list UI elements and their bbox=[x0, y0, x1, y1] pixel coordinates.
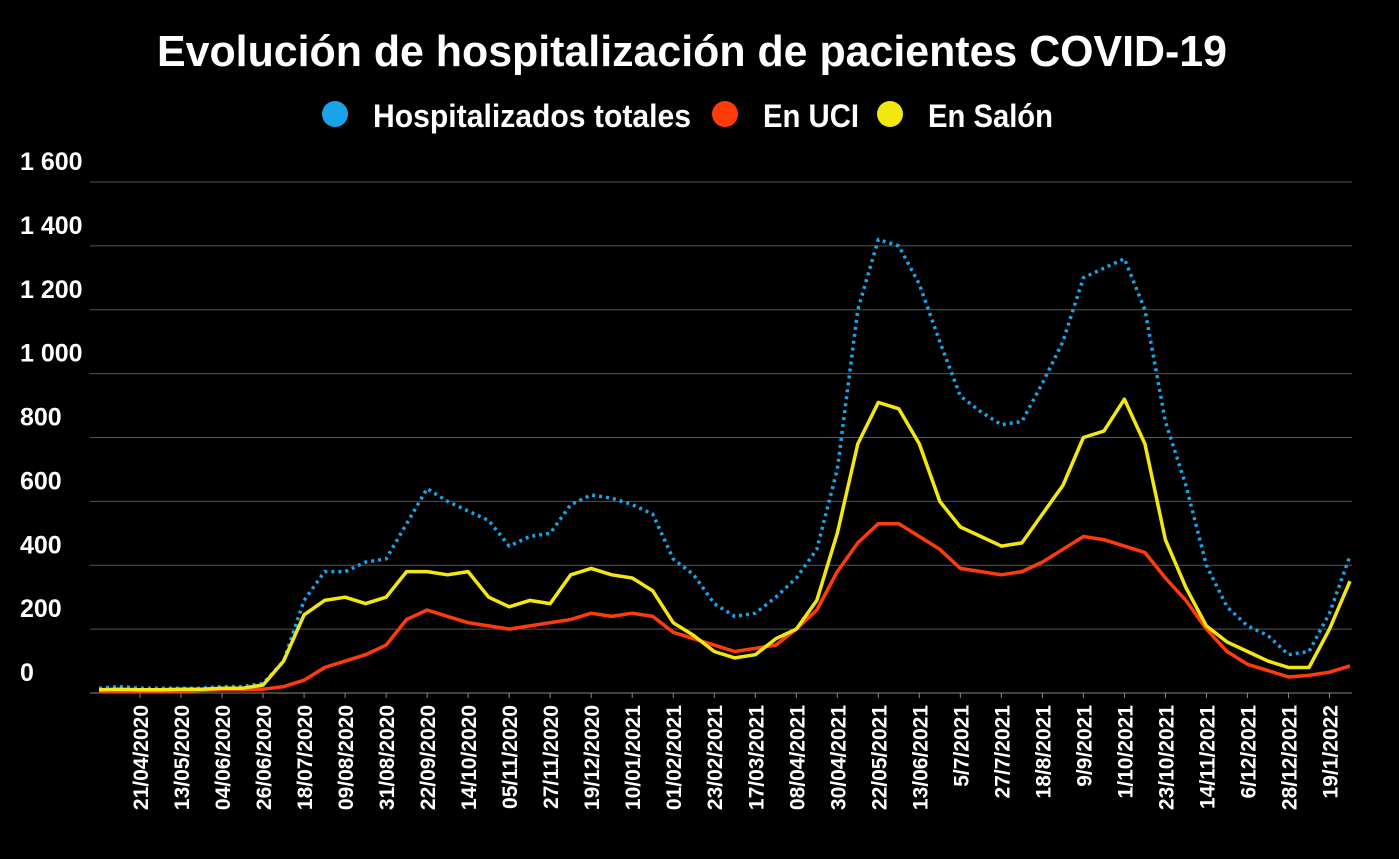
y-tick-label: 800 bbox=[20, 404, 62, 432]
x-tick-label: 14/10/2020 bbox=[458, 705, 481, 810]
chart-title: Evolución de hospitalización de paciente… bbox=[157, 27, 1227, 76]
legend-marker bbox=[322, 101, 348, 127]
legend-marker bbox=[877, 101, 903, 127]
x-tick-label: 6/12/2021 bbox=[1237, 705, 1260, 799]
x-tick-label: 09/08/2020 bbox=[335, 705, 358, 810]
x-tick-label: 30/04/2021 bbox=[827, 705, 850, 810]
x-tick-label: 23/10/2021 bbox=[1155, 705, 1178, 810]
x-tick-label: 9/9/2021 bbox=[1073, 705, 1096, 787]
x-tick-label: 19/12/2020 bbox=[581, 705, 604, 810]
legend: Hospitalizados totales En UCI En Salón bbox=[322, 98, 1053, 134]
series-line bbox=[98, 397, 1352, 692]
x-tick-label: 13/06/2021 bbox=[909, 705, 932, 810]
legend-label: En Salón bbox=[928, 98, 1053, 134]
x-tick-label: 5/7/2021 bbox=[950, 705, 973, 787]
x-tick-label: 31/08/2020 bbox=[376, 705, 399, 810]
x-tick-label: 26/06/2020 bbox=[253, 705, 276, 810]
x-tick-label: 05/11/2020 bbox=[499, 705, 522, 809]
x-tick-label: 28/12/2021 bbox=[1278, 705, 1301, 810]
x-tick-label: 01/02/2021 bbox=[663, 705, 686, 810]
x-tick-label: 23/02/2021 bbox=[704, 705, 727, 810]
x-tick-label: 22/05/2021 bbox=[868, 705, 891, 810]
y-tick-label: 200 bbox=[20, 595, 62, 623]
x-tick-label: 21/04/2020 bbox=[130, 705, 153, 810]
x-tick-label: 18/07/2020 bbox=[294, 705, 317, 810]
x-tick-label: 14/11/2021 bbox=[1196, 705, 1219, 809]
y-tick-label: 400 bbox=[20, 531, 62, 559]
x-tick-label: 10/01/2021 bbox=[622, 705, 645, 810]
x-tick-label: 04/06/2020 bbox=[212, 705, 235, 810]
x-tick-label: 22/09/2020 bbox=[417, 705, 440, 810]
y-tick-label: 1 200 bbox=[20, 276, 83, 304]
y-tick-label: 1 600 bbox=[20, 148, 83, 176]
y-tick-label: 1 400 bbox=[20, 212, 83, 240]
y-tick-label: 600 bbox=[20, 467, 62, 495]
x-tick-label: 27/11/2020 bbox=[540, 705, 563, 809]
legend-label: En UCI bbox=[763, 98, 859, 134]
x-tick-label: 13/05/2020 bbox=[171, 705, 194, 810]
x-tick-label: 08/04/2021 bbox=[786, 705, 809, 810]
series-line bbox=[99, 521, 1351, 694]
x-tick-label: 17/03/2021 bbox=[745, 705, 768, 810]
x-tick-label: 1/10/2021 bbox=[1114, 705, 1137, 799]
y-tick-label: 1 000 bbox=[20, 340, 83, 368]
x-tick-label: 19/1/2022 bbox=[1319, 705, 1342, 798]
y-tick-label: 0 bbox=[20, 659, 34, 687]
x-tick-label: 18/8/2021 bbox=[1032, 705, 1055, 799]
series-line bbox=[98, 237, 1352, 690]
legend-label: Hospitalizados totales bbox=[373, 98, 691, 134]
x-tick-label: 27/7/2021 bbox=[991, 705, 1014, 799]
legend-marker bbox=[712, 101, 738, 127]
